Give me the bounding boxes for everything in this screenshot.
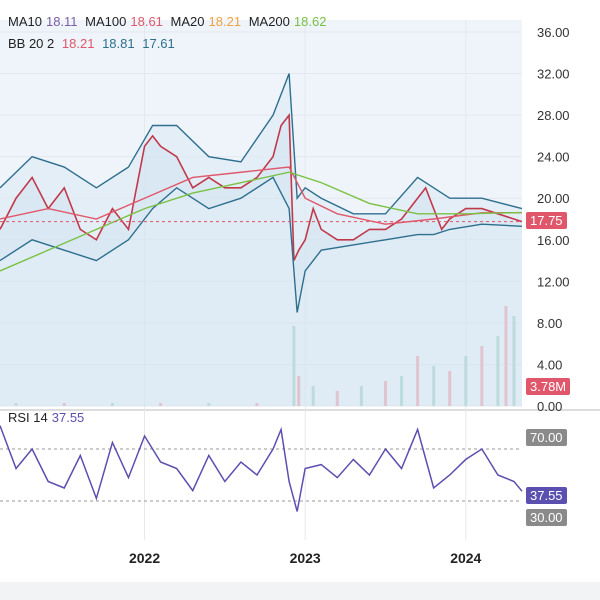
ma100-value: 18.61: [130, 14, 163, 29]
series-line-ma100: [0, 166, 523, 225]
series-line-price: [0, 112, 523, 261]
price-tick-label: 24.00: [537, 150, 570, 165]
price-tick-label: 20.00: [537, 191, 570, 206]
x-tick-label: 2022: [129, 550, 160, 566]
bollinger-band-fill: [0, 73, 522, 313]
x-tick-label: 2023: [290, 550, 321, 566]
bb-label: BB 20 2: [8, 36, 55, 51]
ma200-value: 18.62: [293, 14, 327, 29]
series-line-ma200: [0, 171, 523, 272]
rsi-value-tag: 37.55: [526, 487, 567, 504]
price-tick-label: 16.00: [537, 233, 570, 248]
bb-legend: BB 20 2 18.21 18.81 17.61: [8, 36, 179, 51]
ma-legend: MA10 18.11 MA100 18.61 MA20 18.21 MA200 18.6…: [8, 14, 330, 29]
rsi-label: RSI 14: [8, 410, 48, 425]
x-tick-label: 2024: [450, 550, 481, 566]
ma100-label: MA100: [85, 14, 127, 29]
bb-lower-value: 17.61: [142, 36, 175, 51]
price-tick-label: 36.00: [537, 25, 570, 40]
series-line-bb_upper: [0, 73, 523, 215]
ma20-label: MA20: [170, 14, 205, 29]
price-tick-label: 12.00: [537, 274, 570, 289]
ma10-value: 18.11: [45, 14, 78, 29]
bb-mid-value: 18.21: [61, 36, 95, 51]
price-tick-label: 4.00: [537, 357, 562, 372]
bb-upper-value: 18.81: [102, 36, 135, 51]
price-area: [0, 115, 522, 406]
price-tick-label: 28.00: [537, 108, 570, 123]
rsi-line: [0, 425, 523, 512]
rsi-panel: [0, 410, 522, 540]
price-tag: 17.75: [526, 212, 567, 229]
price-tick-label: 32.00: [537, 67, 570, 82]
rsi-value: 37.55: [51, 410, 85, 425]
price-tick-label: 0.00: [537, 399, 562, 414]
ma20-value: 18.21: [208, 14, 242, 29]
rsi-low-tag: 30.00: [526, 509, 567, 526]
timeframe-bar[interactable]: [0, 582, 600, 600]
ma10-label: MA10: [8, 14, 42, 29]
series-line-bb_lower: [0, 176, 523, 313]
ma200-label: MA200: [248, 14, 290, 29]
volume-tag: 3.78M: [526, 378, 571, 395]
price-tick-label: 8.00: [537, 316, 562, 331]
rsi-high-tag: 70.00: [526, 429, 567, 446]
rsi-legend: RSI 14 37.55: [8, 410, 88, 425]
